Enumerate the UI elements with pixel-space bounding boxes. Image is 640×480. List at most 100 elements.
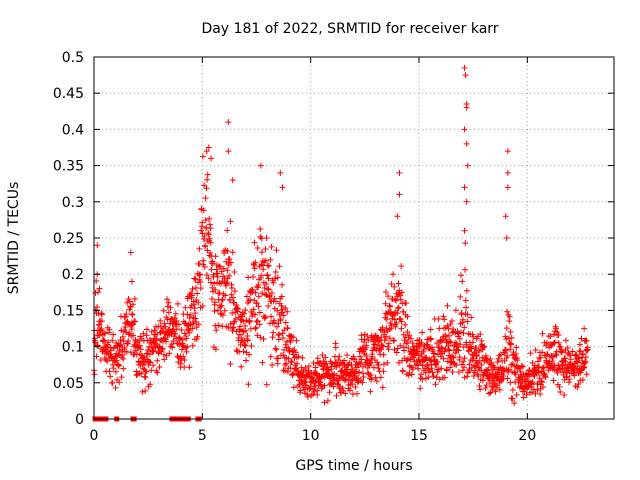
- data-point: [204, 171, 211, 178]
- data-point: [566, 376, 573, 383]
- data-point: [279, 306, 286, 313]
- data-point: [395, 304, 402, 311]
- data-point: [287, 365, 294, 372]
- data-point: [183, 348, 190, 355]
- data-point: [486, 390, 493, 397]
- data-point: [142, 374, 149, 381]
- data-point: [564, 344, 571, 351]
- data-point: [306, 386, 313, 393]
- data-point: [282, 341, 289, 348]
- data-point: [534, 386, 541, 393]
- data-point: [542, 374, 549, 381]
- data-point: [165, 299, 172, 306]
- data-point: [505, 366, 512, 373]
- data-point: [275, 355, 282, 362]
- data-point: [141, 373, 148, 380]
- data-point: [471, 367, 478, 374]
- data-point: [550, 331, 557, 338]
- data-point: [151, 340, 158, 347]
- data-point: [166, 350, 173, 357]
- data-point: [342, 390, 349, 397]
- data-point: [446, 338, 453, 345]
- data-point: [414, 348, 421, 355]
- data-point: [394, 213, 401, 220]
- data-point: [367, 388, 374, 395]
- data-point: [567, 352, 574, 359]
- data-point: [455, 369, 462, 376]
- data-point: [288, 359, 295, 366]
- data-point: [270, 279, 277, 286]
- data-point: [378, 334, 385, 341]
- data-point: [280, 352, 287, 359]
- data-point: [264, 272, 271, 279]
- data-point: [195, 299, 202, 306]
- data-point: [524, 384, 531, 391]
- data-point: [504, 184, 511, 191]
- data-point: [479, 377, 486, 384]
- data-point: [392, 323, 399, 330]
- data-point: [477, 386, 484, 393]
- data-point: [578, 335, 585, 342]
- data-point: [98, 326, 105, 333]
- data-point: [205, 231, 212, 238]
- data-point: [260, 335, 267, 342]
- data-point: [242, 327, 249, 334]
- data-point: [157, 317, 164, 324]
- y-axis-ticks: 0 0.05 0.1 0.15 0.2 0.25 0.3 0.35 0.4 0.45 0.5: [53, 50, 614, 428]
- data-point: [242, 342, 249, 349]
- data-point: [94, 342, 101, 349]
- data-point: [579, 350, 586, 357]
- data-point: [203, 271, 210, 278]
- data-point: [256, 321, 263, 328]
- data-point: [129, 301, 136, 308]
- data-point: [336, 362, 343, 369]
- data-point: [215, 322, 222, 329]
- data-point: [251, 311, 258, 318]
- data-point: [224, 248, 231, 255]
- data-point: [209, 260, 216, 267]
- data-point: [233, 302, 240, 309]
- data-point: [452, 307, 459, 314]
- data-point: [235, 306, 242, 313]
- data-point: [265, 275, 272, 282]
- data-point: [341, 377, 348, 384]
- data-point: [207, 239, 214, 246]
- data-point: [189, 325, 196, 332]
- data-point: [167, 304, 174, 311]
- data-point: [519, 363, 526, 370]
- data-point: [274, 360, 281, 367]
- data-point: [259, 290, 266, 297]
- data-point: [558, 346, 565, 353]
- data-point: [580, 351, 587, 358]
- data-point: [238, 335, 245, 342]
- data-point: [112, 384, 119, 391]
- data-point: [276, 331, 283, 338]
- data-point: [418, 371, 425, 378]
- data-point: [119, 333, 126, 340]
- data-point: [431, 350, 438, 357]
- data-point: [487, 355, 494, 362]
- data-point: [539, 349, 546, 356]
- data-point: [468, 314, 475, 321]
- data-point: [246, 351, 253, 358]
- data-point: [224, 267, 231, 274]
- data-point: [180, 353, 187, 360]
- data-point: [95, 289, 102, 296]
- data-point: [146, 358, 153, 365]
- data-point: [127, 249, 134, 256]
- data-point: [377, 374, 384, 381]
- data-point: [249, 286, 256, 293]
- data-point: [395, 280, 402, 287]
- data-point: [174, 300, 181, 307]
- data-point: [245, 318, 252, 325]
- data-point: [181, 330, 188, 337]
- y-tick-label: 0.05: [53, 376, 84, 392]
- y-tick-label: 0.1: [62, 340, 84, 356]
- data-point: [405, 344, 412, 351]
- data-point: [504, 375, 511, 382]
- data-point: [205, 229, 212, 236]
- data-point: [251, 265, 258, 272]
- data-point: [565, 379, 572, 386]
- data-point: [107, 373, 114, 380]
- data-point: [550, 377, 557, 384]
